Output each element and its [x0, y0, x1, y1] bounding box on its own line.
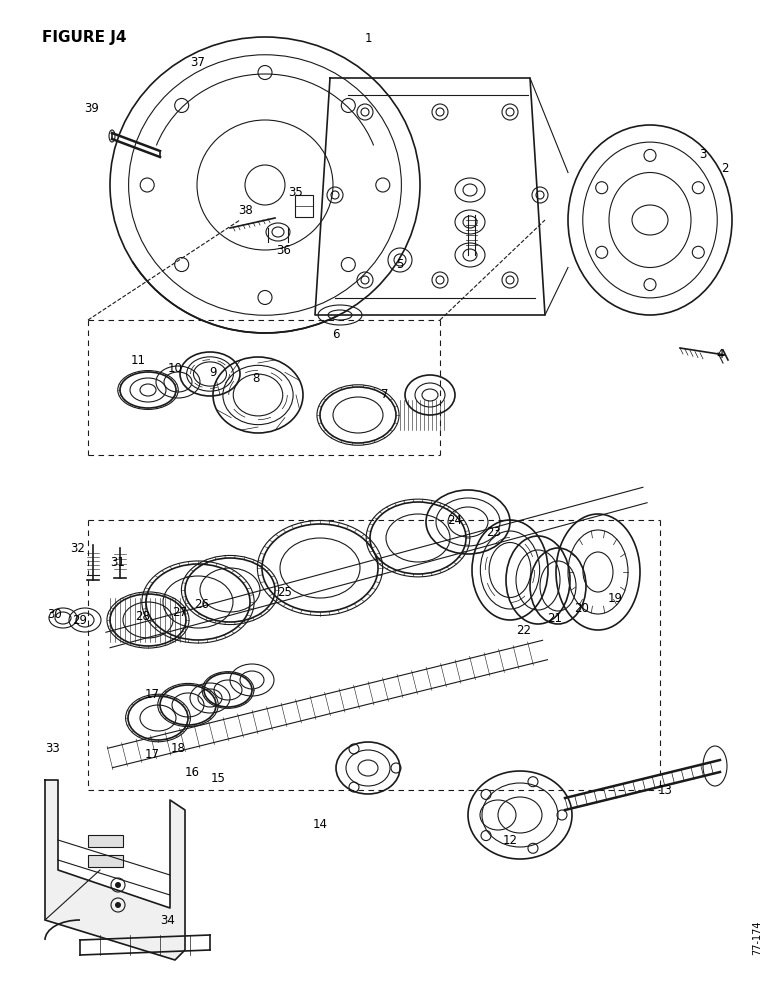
Text: 5: 5	[396, 258, 404, 271]
Text: 38: 38	[239, 204, 253, 217]
Text: 10: 10	[168, 361, 182, 374]
Text: 20: 20	[574, 601, 590, 614]
Polygon shape	[45, 780, 185, 960]
Text: 24: 24	[448, 514, 462, 526]
Text: 27: 27	[172, 605, 188, 618]
Text: 35: 35	[289, 186, 303, 198]
Text: 21: 21	[547, 611, 563, 624]
Text: 25: 25	[278, 585, 293, 598]
Text: 22: 22	[516, 624, 531, 637]
Text: 7: 7	[381, 388, 389, 401]
Text: 2: 2	[721, 161, 729, 174]
Text: 9: 9	[209, 365, 217, 378]
Text: 18: 18	[171, 742, 185, 754]
Text: 8: 8	[252, 371, 259, 384]
Text: 4: 4	[716, 349, 724, 361]
Text: 14: 14	[313, 818, 327, 832]
Text: 32: 32	[70, 542, 86, 554]
Text: 28: 28	[136, 609, 151, 622]
Text: 1: 1	[364, 31, 372, 44]
Circle shape	[115, 882, 121, 888]
Text: 31: 31	[110, 556, 125, 568]
Text: 77-174: 77-174	[752, 920, 762, 955]
Text: FIGURE J4: FIGURE J4	[42, 30, 127, 45]
Text: 23: 23	[486, 526, 502, 538]
Text: 29: 29	[73, 613, 87, 626]
Text: 19: 19	[608, 591, 622, 604]
Text: 6: 6	[332, 328, 340, 342]
Bar	[88, 855, 123, 867]
Text: 17: 17	[144, 748, 160, 762]
Text: 34: 34	[161, 914, 175, 926]
Text: 36: 36	[276, 243, 292, 256]
Circle shape	[115, 902, 121, 908]
Bar	[88, 835, 123, 847]
Text: 26: 26	[195, 597, 209, 610]
Text: 3: 3	[699, 148, 706, 161]
Text: 11: 11	[130, 354, 145, 366]
Text: 12: 12	[503, 834, 517, 846]
Text: 15: 15	[211, 772, 225, 784]
Text: 16: 16	[185, 766, 199, 778]
Text: 30: 30	[48, 608, 63, 621]
Text: 39: 39	[85, 102, 100, 114]
Text: 37: 37	[191, 55, 205, 68]
Text: 13: 13	[658, 784, 672, 796]
Bar	[295, 195, 313, 217]
Text: 17: 17	[144, 688, 160, 700]
Text: 33: 33	[46, 742, 60, 754]
